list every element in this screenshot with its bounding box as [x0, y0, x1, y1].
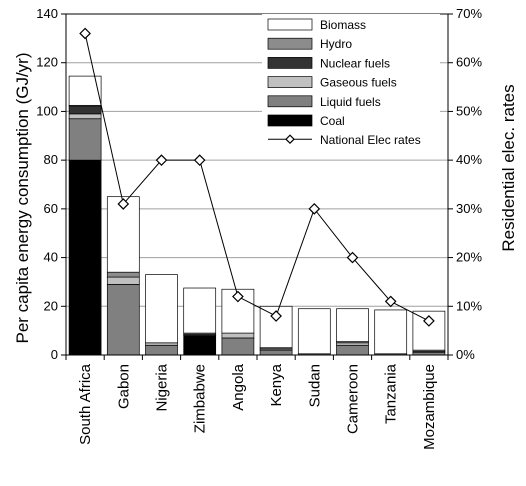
bar-angola-gaseous-fuels [221, 332, 255, 339]
category-label-kenya: Kenya [268, 363, 285, 406]
point-kenya [270, 310, 282, 322]
legend-swatch-coal [267, 114, 313, 127]
y2-tick-label: 10% [456, 298, 482, 313]
bar-zimbabwe-biomass [183, 287, 217, 334]
y-axis-title: Per capita energy consumption (GJ/yr) [13, 52, 32, 343]
bar-angola-liquid-fuels [221, 337, 255, 356]
category-label-angola: Angola [230, 363, 247, 410]
category-label-south-africa: South Africa [77, 363, 94, 445]
y2-tick-label: 0% [456, 347, 475, 362]
y-tick-label: 80 [44, 152, 58, 167]
point-nigeria [155, 154, 168, 166]
category-label-zimbabwe: Zimbabwe [192, 364, 209, 433]
y2-axis-title: Residential elec. rates [499, 84, 518, 251]
y-tick-label: 0 [51, 347, 58, 362]
bar-nigeria-biomass [145, 274, 178, 344]
y2-tick-label: 50% [456, 103, 482, 118]
category-label-tanzania: Tanzania [383, 363, 400, 424]
bar-cameroon-gaseous-fuels [336, 342, 369, 346]
point-sudan [308, 203, 321, 215]
bar-cameroon-biomass [336, 308, 369, 342]
y-tick-label: 140 [36, 6, 58, 21]
bar-south-africa-gaseous-fuels [68, 113, 102, 120]
legend-label-hydro: Hydro [320, 37, 352, 51]
bar-nigeria-liquid-fuels [145, 344, 178, 356]
point-cameroon [346, 251, 359, 264]
legend-swatch-gaseous-fuels [267, 76, 313, 88]
bar-south-africa-nuclear-fuels [68, 106, 102, 115]
point-zimbabwe [193, 154, 206, 166]
point-mozambique [423, 315, 435, 327]
y-tick-label: 60 [44, 201, 58, 216]
y-tick-label: 120 [36, 55, 58, 70]
category-label-sudan: Sudan [306, 364, 323, 407]
legend: Biomass Hydro Nuclear fuels Gaseous fuels Li… [262, 14, 440, 154]
y2-tick-label: 40% [456, 152, 482, 167]
legend-label-biomass: Biomass [320, 18, 366, 32]
point-angola [232, 290, 244, 303]
bar-sudan-biomass [297, 308, 331, 355]
category-label-gabon: Gabon [115, 364, 132, 409]
legend-swatch-biomass [267, 18, 313, 31]
bar-zimbabwe-coal [183, 335, 217, 356]
y2-tick-label: 70% [456, 6, 482, 21]
category-label-nigeria: Nigeria [154, 363, 171, 411]
bar-gabon-gaseous-fuels [106, 276, 140, 285]
point-gabon [117, 198, 130, 210]
y2-tick-label: 60% [456, 55, 482, 70]
bar-cameroon-liquid-fuels [336, 344, 369, 356]
left-axis-ticks: 0 20 40 60 80 100 120 140 [36, 6, 66, 362]
legend-label-liquid-fuels: Liquid fuels [320, 95, 381, 109]
right-axis-ticks: 0% 10% 20% 30% 40% 50% 60% 70% [448, 6, 482, 362]
point-tanzania [384, 295, 397, 308]
bar-tanzania-biomass [374, 309, 408, 355]
legend-label-nuclear-fuels: Nuclear fuels [320, 56, 390, 70]
legend-label-coal: Coal [320, 114, 345, 128]
bar-nigeria-gaseous-fuels [145, 342, 178, 346]
legend-label-gaseous-fuels: Gaseous fuels [320, 76, 397, 90]
bar-gabon-hydro [106, 271, 140, 278]
legend-swatch-hydro [267, 37, 313, 50]
point-south-africa [79, 27, 91, 40]
y2-tick-label: 20% [456, 250, 482, 265]
bar-south-africa-coal [68, 159, 102, 356]
category-label-cameroon: Cameroon [345, 364, 362, 434]
legend-swatch-nuclear-fuels [267, 57, 313, 69]
bar-south-africa-biomass [68, 75, 102, 106]
legend-label-national-elec-rates: National Elec rates [320, 133, 421, 147]
y-tick-label: 20 [44, 298, 58, 313]
y-tick-label: 100 [36, 103, 58, 118]
legend-marker-national-elec-rates [285, 134, 295, 145]
y-tick-label: 40 [44, 250, 58, 265]
national-elec-rates-path [84, 33, 430, 322]
category-labels: South Africa Gabon Nigeria Zimbabwe Angola Ke… [77, 363, 438, 450]
legend-swatch-liquid-fuels [267, 95, 313, 108]
y2-tick-label: 30% [456, 201, 482, 216]
national-elec-rates-line [79, 27, 435, 327]
bar-gabon-liquid-fuels [106, 284, 140, 356]
bar-south-africa-liquid-fuels [68, 118, 102, 161]
bar-kenya-liquid-fuels [259, 349, 293, 356]
category-label-mozambique: Mozambique [421, 364, 438, 450]
